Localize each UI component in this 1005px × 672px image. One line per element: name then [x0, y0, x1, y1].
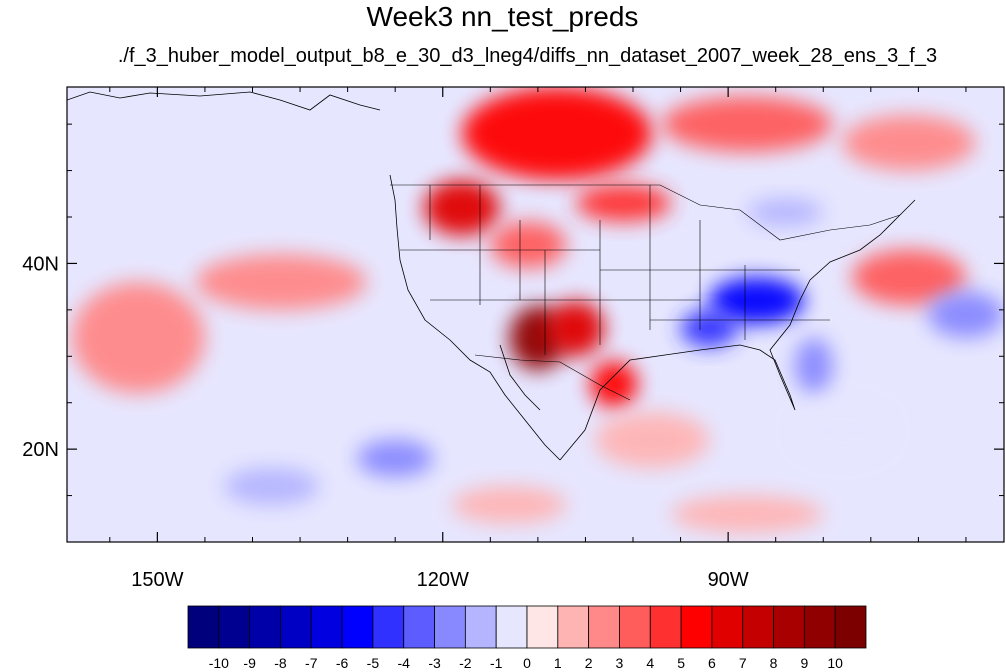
colorbar-label: -1: [490, 655, 503, 671]
colorbar-swatch: [557, 605, 590, 649]
y-tick-label: 20N: [22, 439, 59, 461]
baja-coast-line: [499, 344, 541, 411]
colorbar-swatch: [372, 605, 405, 649]
colorbar-label: 3: [616, 655, 624, 671]
colorbar-swatch: [280, 605, 312, 649]
colorbar-label: -3: [428, 655, 441, 671]
anomaly-field: [71, 87, 1004, 533]
colorbar-swatch: [464, 605, 497, 649]
west-coast-line: [389, 174, 561, 461]
colorbar-label: 2: [585, 655, 593, 671]
plot-subtitle: ./f_3_huber_model_output_b8_e_30_d3_lneg…: [117, 45, 938, 67]
field-region: [794, 337, 833, 394]
plot-title: Week3 nn_test_preds: [366, 1, 639, 32]
colorbar-label: 8: [770, 655, 778, 671]
colorbar-swatch: [773, 605, 805, 649]
colorbar-label: -9: [243, 655, 256, 671]
x-tick-label: 90W: [708, 569, 749, 591]
colorbar-label: 6: [708, 655, 716, 671]
axis-ticks: 150W 120W 90W 40N 20N: [22, 87, 1004, 591]
colorbar-label: 0: [523, 655, 531, 671]
colorbar-swatch: [310, 605, 343, 649]
colorbar-swatch: [742, 605, 774, 649]
field-region: [794, 402, 890, 459]
colorbar-label: -7: [305, 655, 318, 671]
colorbar-label: -6: [336, 655, 349, 671]
colorbar-swatch: [711, 605, 744, 649]
alaska-coast-line: [67, 91, 381, 111]
field-region: [747, 198, 824, 227]
field-region: [671, 495, 824, 533]
field-region: [594, 412, 710, 468]
colorbar-label: 7: [739, 655, 747, 671]
us-mexico-border: [474, 354, 631, 401]
colorbar-swatch: [495, 605, 528, 649]
colorbar: -10 -9 -8 -7 -6 -5 -4 -3 -2 -1 0 1 2 3 4 5 6 7 8 9 10: [187, 605, 867, 671]
map-panel: 150W 120W 90W 40N 20N: [22, 86, 1005, 591]
field-region: [461, 87, 653, 180]
field-region: [851, 249, 966, 306]
x-tick-label: 150W: [131, 569, 183, 591]
colorbar-swatch: [218, 605, 251, 649]
field-region: [357, 439, 434, 477]
plot-frame: [66, 86, 1005, 543]
colorbar-swatch: [187, 605, 220, 649]
gulf-coast-line: [559, 199, 916, 461]
colorbar-label: 5: [677, 655, 685, 671]
colorbar-label: 10: [827, 655, 843, 671]
colorbar-label: -10: [209, 655, 229, 671]
field-region: [490, 221, 567, 269]
field-region: [590, 360, 638, 408]
colorbar-label: 9: [800, 655, 808, 671]
colorbar-swatch: [834, 605, 867, 649]
field-region: [195, 254, 367, 310]
colorbar-swatch: [341, 605, 374, 649]
field-region: [575, 184, 672, 222]
colorbar-swatch: [649, 605, 682, 649]
colorbar-label: -5: [367, 655, 380, 671]
colorbar-label: -2: [459, 655, 472, 671]
x-tick-label: 120W: [417, 569, 469, 591]
interior-borders: [400, 185, 830, 355]
colorbar-swatch: [249, 605, 281, 649]
field-region: [842, 114, 976, 171]
colorbar-label: -8: [274, 655, 287, 671]
field-region: [927, 291, 1004, 338]
field-region: [547, 300, 605, 357]
field-region: [452, 486, 567, 524]
colorbar-label: 1: [554, 655, 562, 671]
state-borders: [390, 184, 901, 401]
field-region: [223, 467, 320, 505]
colorbar-swatch: [434, 605, 466, 649]
field-region: [661, 96, 833, 152]
field-region: [709, 277, 805, 324]
field-region: [423, 179, 500, 236]
colorbar-label: -4: [398, 655, 411, 671]
field-region: [680, 309, 738, 347]
coastlines: [67, 91, 916, 461]
colorbar-swatch: [403, 605, 435, 649]
field-region: [71, 282, 205, 394]
colorbar-swatch: [619, 605, 651, 649]
colorbar-swatch: [526, 605, 559, 649]
colorbar-swatch: [680, 605, 713, 649]
us-canada-border: [390, 184, 901, 241]
y-tick-label: 40N: [22, 253, 59, 275]
colorbar-label: 4: [646, 655, 654, 671]
colorbar-swatch: [588, 605, 620, 649]
colorbar-swatch: [803, 605, 836, 649]
